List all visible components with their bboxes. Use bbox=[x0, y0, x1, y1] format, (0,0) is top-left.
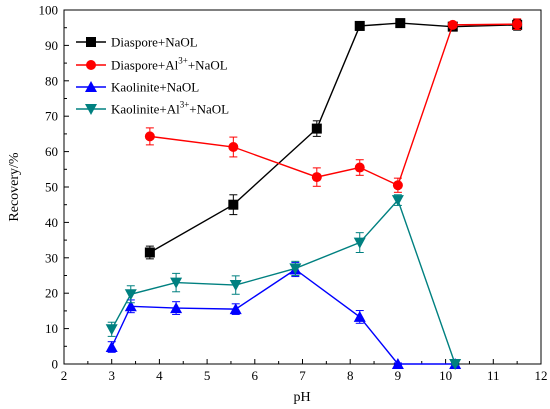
series-1-point bbox=[512, 19, 523, 30]
x-tick-label-7: 7 bbox=[299, 368, 306, 383]
legend-item-2: Kaolinite+NaOL bbox=[76, 80, 199, 95]
legend-marker bbox=[85, 104, 97, 115]
series-2-point bbox=[105, 341, 118, 353]
series-3-point bbox=[289, 263, 302, 275]
series-3-point bbox=[449, 359, 462, 370]
x-tick-label-8: 8 bbox=[347, 368, 354, 383]
series-3-point bbox=[124, 289, 137, 301]
y-tick-label-20: 20 bbox=[45, 286, 58, 301]
series-2-point bbox=[170, 302, 183, 314]
series-0-point bbox=[311, 123, 322, 134]
y-tick-label-60: 60 bbox=[45, 144, 58, 159]
x-tick-label-10: 10 bbox=[439, 368, 452, 383]
y-tick-label-30: 30 bbox=[45, 250, 58, 265]
series-3-line bbox=[111, 198, 456, 365]
x-tick-label-9: 9 bbox=[395, 368, 402, 383]
legend-item-3: Kaolinite+Al3++NaOL bbox=[76, 100, 229, 117]
x-tick-label-6: 6 bbox=[252, 368, 259, 383]
y-tick-label-90: 90 bbox=[45, 38, 58, 53]
x-tick-label-3: 3 bbox=[108, 368, 115, 383]
series-1-point bbox=[311, 172, 322, 183]
legend-marker bbox=[85, 81, 97, 92]
series-3 bbox=[105, 194, 462, 370]
series-3-point bbox=[105, 324, 118, 336]
series-layer bbox=[105, 18, 523, 370]
y-tick-label-0: 0 bbox=[52, 357, 59, 372]
y-tick-label-50: 50 bbox=[45, 180, 58, 195]
legend-label-1: Diaspore+Al3++NaOL bbox=[111, 56, 228, 73]
series-3-point bbox=[170, 277, 183, 289]
y-tick-label-10: 10 bbox=[45, 321, 58, 336]
y-tick-label-40: 40 bbox=[45, 215, 58, 230]
series-1 bbox=[144, 18, 523, 193]
y-tick-label-70: 70 bbox=[45, 109, 58, 124]
legend-item-0: Diaspore+NaOL bbox=[76, 35, 198, 50]
legend-label-2: Kaolinite+NaOL bbox=[111, 80, 199, 95]
series-1-point bbox=[228, 141, 239, 152]
series-0 bbox=[144, 18, 523, 260]
series-0-point bbox=[354, 20, 365, 31]
series-3-point bbox=[229, 280, 242, 292]
series-0-point bbox=[144, 247, 155, 258]
legend-label-0: Diaspore+NaOL bbox=[111, 35, 198, 50]
y-tick-label-100: 100 bbox=[39, 3, 59, 18]
series-2 bbox=[105, 261, 462, 369]
series-0-point bbox=[228, 199, 239, 210]
series-3-point bbox=[353, 237, 366, 249]
series-2-point bbox=[229, 303, 242, 315]
series-2-point bbox=[124, 300, 137, 312]
series-2-point bbox=[353, 310, 366, 322]
series-1-point bbox=[354, 162, 365, 173]
y-tick-label-80: 80 bbox=[45, 73, 58, 88]
series-2-line bbox=[111, 268, 456, 365]
y-axis-title: Recovery/% bbox=[7, 152, 22, 222]
series-2-point bbox=[391, 358, 404, 369]
x-axis: 2 3 4 5 6 7 8 9 10 11 12 bbox=[61, 359, 548, 383]
y-axis: 0 10 20 30 40 50 60 70 80 90 100 bbox=[39, 3, 69, 372]
x-tick-label-2: 2 bbox=[61, 368, 68, 383]
legend-label-3: Kaolinite+Al3++NaOL bbox=[111, 100, 229, 117]
series-1-point bbox=[144, 131, 155, 142]
legend-marker bbox=[86, 60, 96, 70]
x-tick-label-12: 12 bbox=[535, 368, 548, 383]
x-tick-label-4: 4 bbox=[156, 368, 163, 383]
x-tick-label-11: 11 bbox=[487, 368, 500, 383]
series-0-point bbox=[395, 18, 406, 29]
series-1-point bbox=[447, 19, 458, 30]
x-axis-title: pH bbox=[293, 390, 310, 405]
series-1-point bbox=[392, 180, 403, 191]
series-3-point bbox=[391, 195, 404, 207]
legend-marker bbox=[86, 37, 96, 47]
x-tick-label-5: 5 bbox=[204, 368, 211, 383]
legend: Diaspore+NaOL Diaspore+Al3++NaOL Kaolinite… bbox=[76, 35, 229, 117]
legend-item-1: Diaspore+Al3++NaOL bbox=[76, 56, 228, 73]
